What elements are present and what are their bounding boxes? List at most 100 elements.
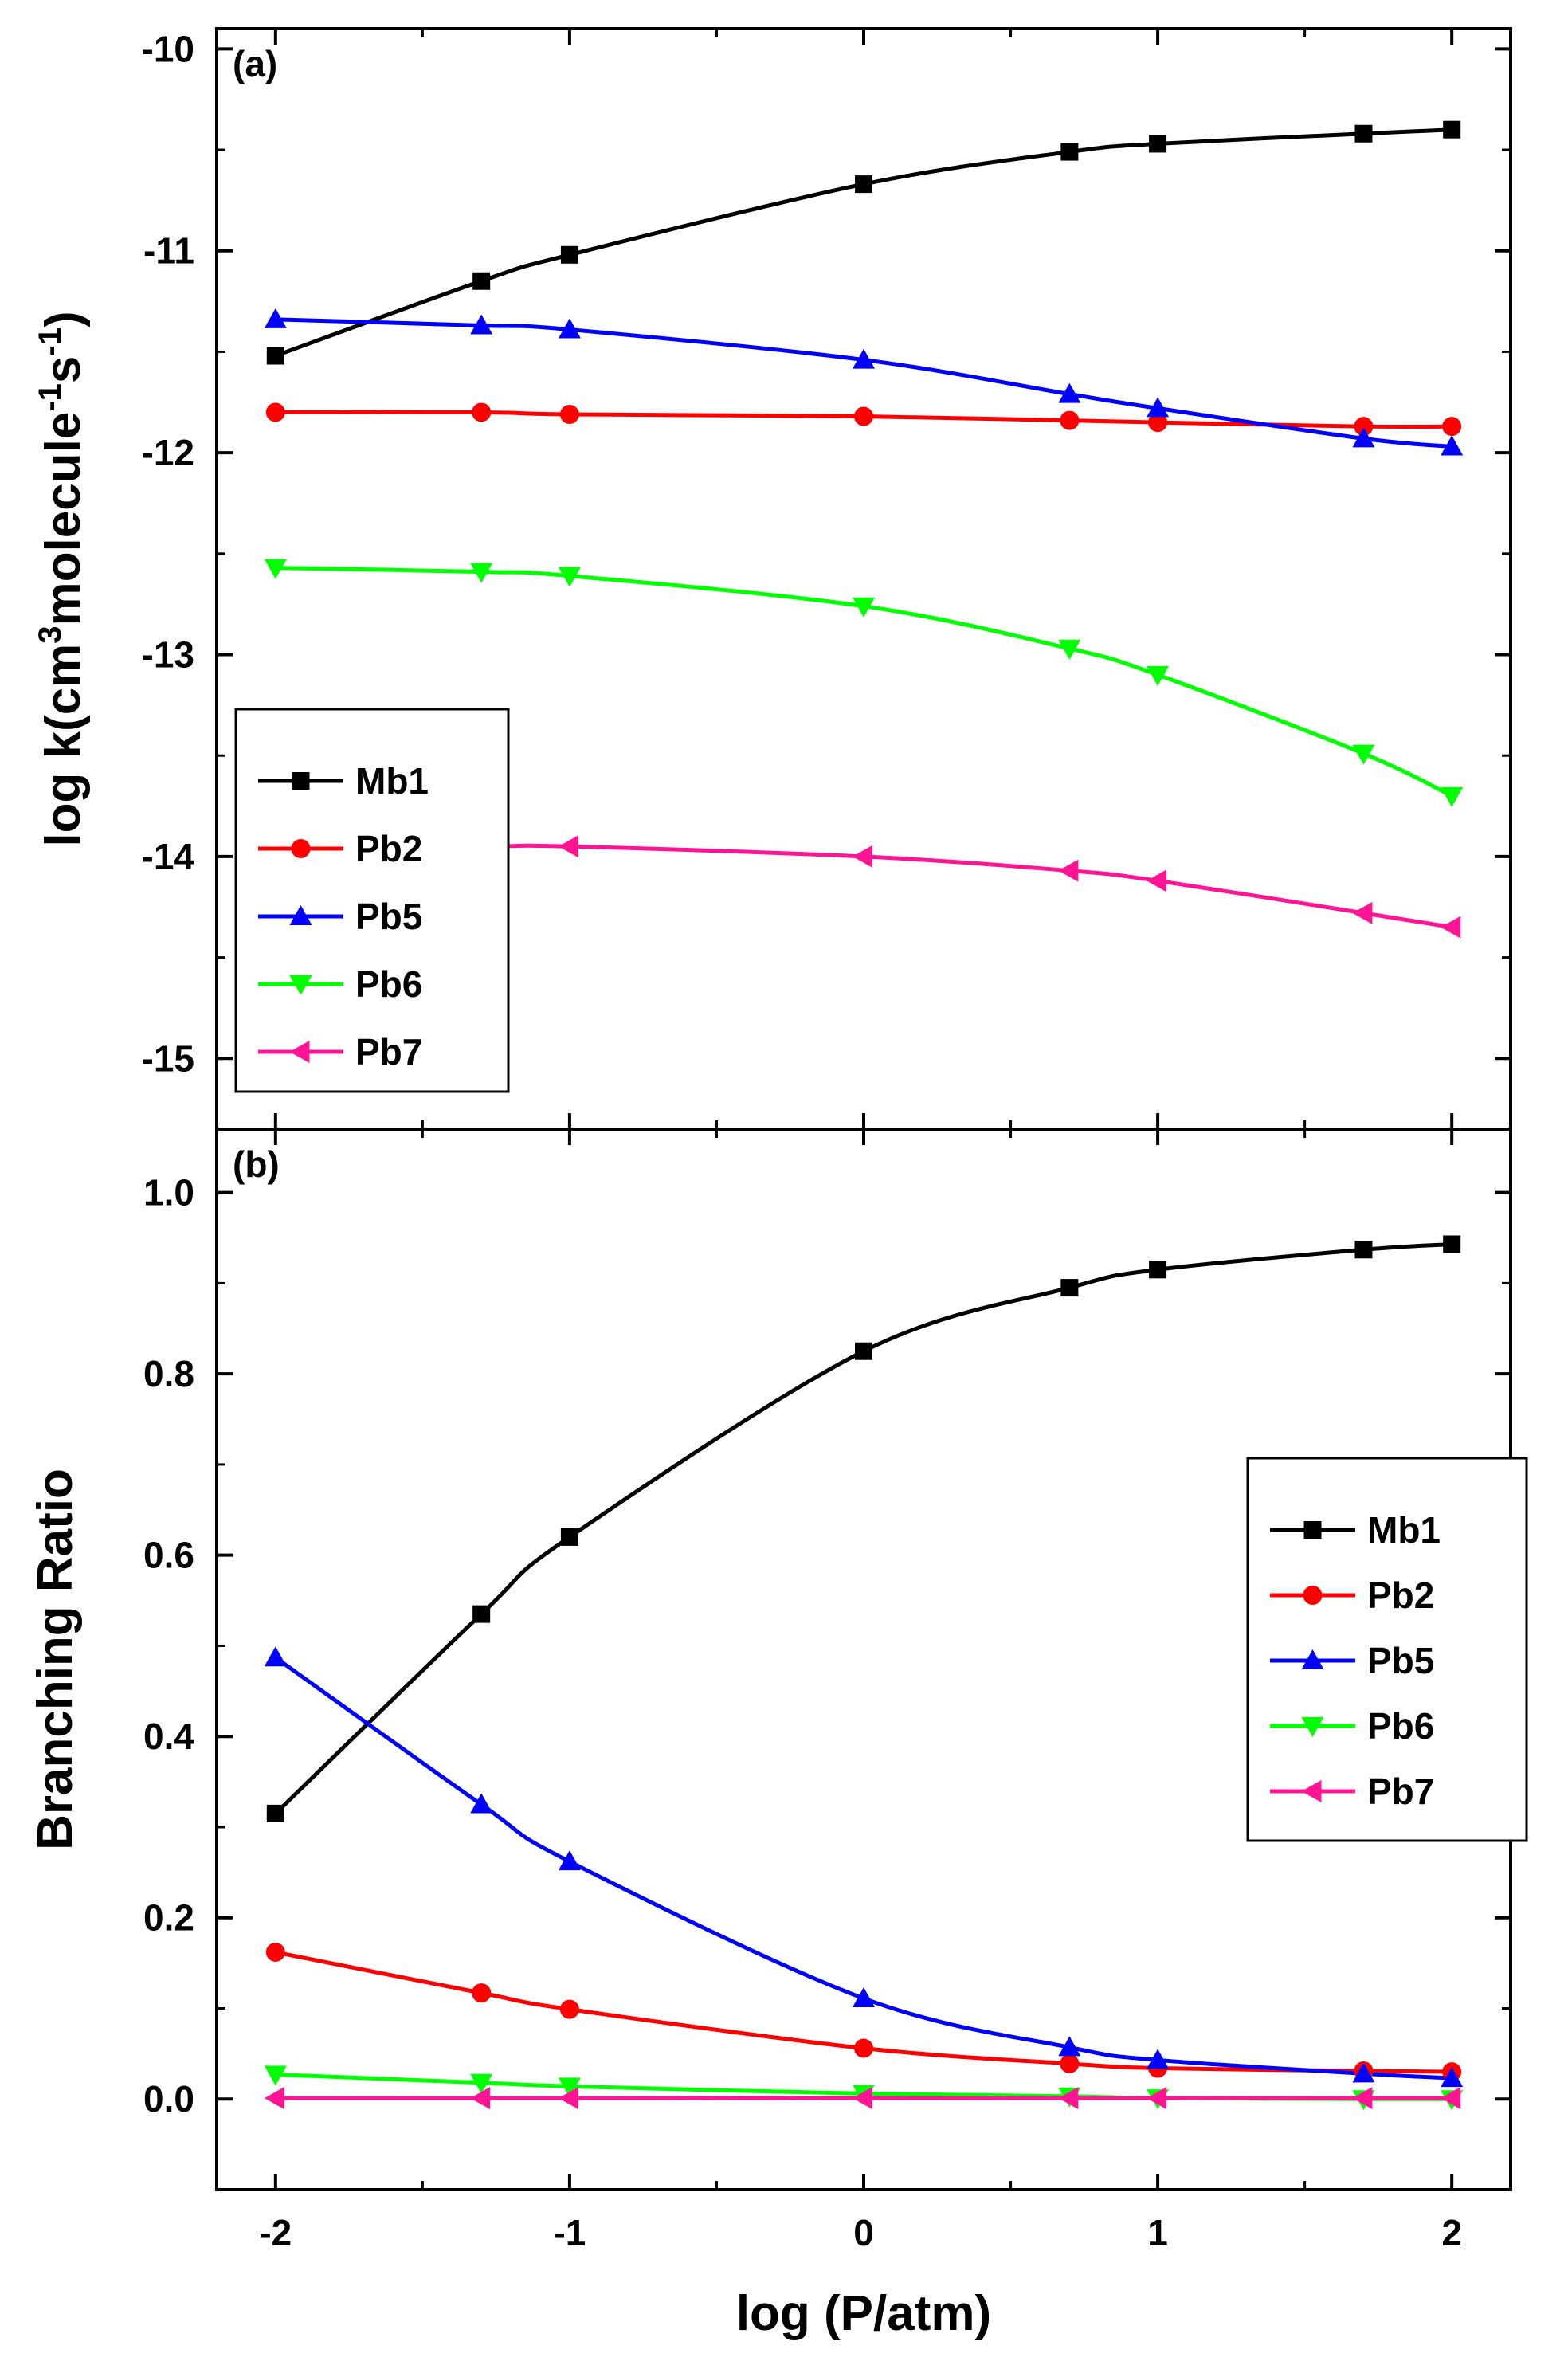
data-point-mb1 [1060, 143, 1079, 161]
legend-marker-pb6 [289, 975, 312, 995]
data-point-mb1 [1149, 1261, 1167, 1279]
data-point-pb5 [264, 1646, 287, 1667]
legend-label-pb2: Pb2 [355, 828, 422, 869]
data-point-pb5 [470, 314, 493, 335]
data-point-pb2 [559, 1999, 579, 2019]
data-point-pb5 [853, 1986, 875, 2007]
data-point-pb6 [1058, 639, 1081, 660]
y-tick-label: -15 [142, 1037, 194, 1079]
y-tick-label: -14 [142, 836, 195, 877]
panel-label: (a) [233, 43, 277, 84]
y-tick-label: 1.0 [143, 1172, 194, 1214]
y-axis-label-part: molecule [36, 412, 91, 626]
data-point-pb6 [470, 563, 493, 583]
legend-label-mb1: Mb1 [1367, 1509, 1441, 1551]
data-point-pb2 [1442, 417, 1462, 437]
y-axis-label-part: 3 [33, 626, 68, 643]
data-point-mb1 [1443, 120, 1461, 139]
data-point-pb5 [1147, 2049, 1170, 2069]
data-point-pb6 [1441, 786, 1464, 807]
data-point-pb2 [472, 402, 492, 422]
data-point-mb1 [855, 175, 872, 194]
legend-marker-pb5 [289, 905, 312, 925]
legend-marker-pb7 [1301, 1780, 1322, 1802]
y-axis-label-part: -1 [33, 383, 68, 412]
data-point-pb6 [853, 597, 875, 618]
data-point-pb7 [558, 835, 578, 858]
y-tick-label: 0.4 [143, 1716, 194, 1757]
data-point-pb6 [558, 567, 581, 587]
y-tick-label: -11 [143, 230, 194, 272]
data-point-pb7 [558, 2087, 578, 2110]
data-point-pb6 [470, 2073, 493, 2094]
data-point-mb1 [560, 1528, 578, 1546]
legend-marker-pb7 [289, 1041, 310, 1063]
legend-label-pb7: Pb7 [355, 1031, 422, 1073]
data-point-pb6 [264, 559, 287, 579]
data-point-pb5 [558, 1850, 581, 1871]
data-point-pb5 [1352, 427, 1375, 448]
legend-label-mb1: Mb1 [355, 760, 429, 802]
legend-marker-pb5 [1301, 1649, 1324, 1669]
x-tick-label: 0 [853, 2212, 874, 2253]
y-tick-label: 0.0 [143, 2078, 194, 2120]
data-point-pb2 [1148, 413, 1168, 433]
data-point-pb7 [1352, 901, 1373, 924]
panel-label: (b) [233, 1143, 280, 1185]
y-tick-label: -13 [142, 634, 194, 676]
data-point-mb1 [1060, 1279, 1079, 1297]
data-point-pb6 [1147, 665, 1170, 686]
data-point-pb7 [1441, 2087, 1461, 2110]
x-axis-label: log (P/atm) [736, 2286, 991, 2341]
data-point-pb6 [264, 2065, 287, 2086]
legend-label-pb6: Pb6 [1367, 1705, 1434, 1747]
y-axis-label-part: -1 [33, 327, 68, 356]
legend-box [234, 708, 510, 1093]
data-point-pb2 [1060, 2053, 1080, 2073]
data-point-pb2 [559, 404, 579, 424]
legend-label-pb2: Pb2 [1367, 1575, 1434, 1616]
data-point-pb5 [264, 308, 287, 328]
y-tick-label: -10 [142, 28, 194, 69]
data-point-pb7 [470, 2087, 491, 2110]
data-point-mb1 [472, 1605, 491, 1623]
data-point-mb1 [1443, 1235, 1461, 1253]
y-axis-label-part: log k(cm [36, 644, 91, 847]
panel-b: 0.0 0.2 0.4 0.6 0.8 1.0 -2 -1 0 1 2 log (P/atm) (b) B… [28, 1128, 1528, 2341]
data-point-pb7 [264, 2087, 284, 2110]
data-point-pb5 [1441, 435, 1464, 456]
data-point-mb1 [472, 272, 491, 290]
y-axis-label-part: ) [36, 311, 91, 327]
y-axis-label: Branching Ratio [28, 1469, 83, 1850]
legend-box [1246, 1457, 1528, 1842]
data-point-pb7 [1058, 859, 1079, 882]
y-axis-label-part: s [36, 356, 91, 383]
x-tick-label: -2 [259, 2212, 292, 2253]
data-point-pb2 [1354, 417, 1374, 437]
y-tick-label: 0.8 [143, 1353, 194, 1394]
y-tick-label: -12 [142, 432, 194, 473]
data-point-pb5 [558, 318, 581, 339]
legend-label-pb5: Pb5 [1367, 1640, 1434, 1681]
data-point-pb7 [1441, 916, 1461, 939]
data-point-mb1 [266, 1804, 284, 1822]
y-axis-label: log k(cm3molecule-1s-1) [33, 311, 91, 846]
data-point-pb7 [1352, 2087, 1373, 2110]
series-line-pb5 [275, 317, 1452, 449]
data-point-pb5 [1058, 382, 1081, 403]
data-point-pb5 [853, 348, 875, 369]
data-point-pb7 [1147, 869, 1167, 892]
data-point-pb5 [1441, 2067, 1464, 2088]
data-point-pb2 [265, 1942, 285, 1962]
data-point-pb2 [1060, 410, 1080, 430]
legend-label-pb6: Pb6 [355, 963, 422, 1005]
data-point-mb1 [1354, 1241, 1373, 1259]
panel-a: -10-11-12-13-14-15(a)log k(cm3molecule-1… [33, 27, 1512, 1131]
x-tick-label: -1 [553, 2212, 586, 2253]
data-point-mb1 [266, 347, 284, 365]
y-tick-label: 0.6 [143, 1535, 194, 1576]
data-point-mb1 [560, 245, 578, 264]
data-point-pb5 [1352, 2062, 1375, 2083]
legend-marker-mb1 [1303, 1521, 1322, 1539]
data-point-pb7 [853, 845, 872, 868]
